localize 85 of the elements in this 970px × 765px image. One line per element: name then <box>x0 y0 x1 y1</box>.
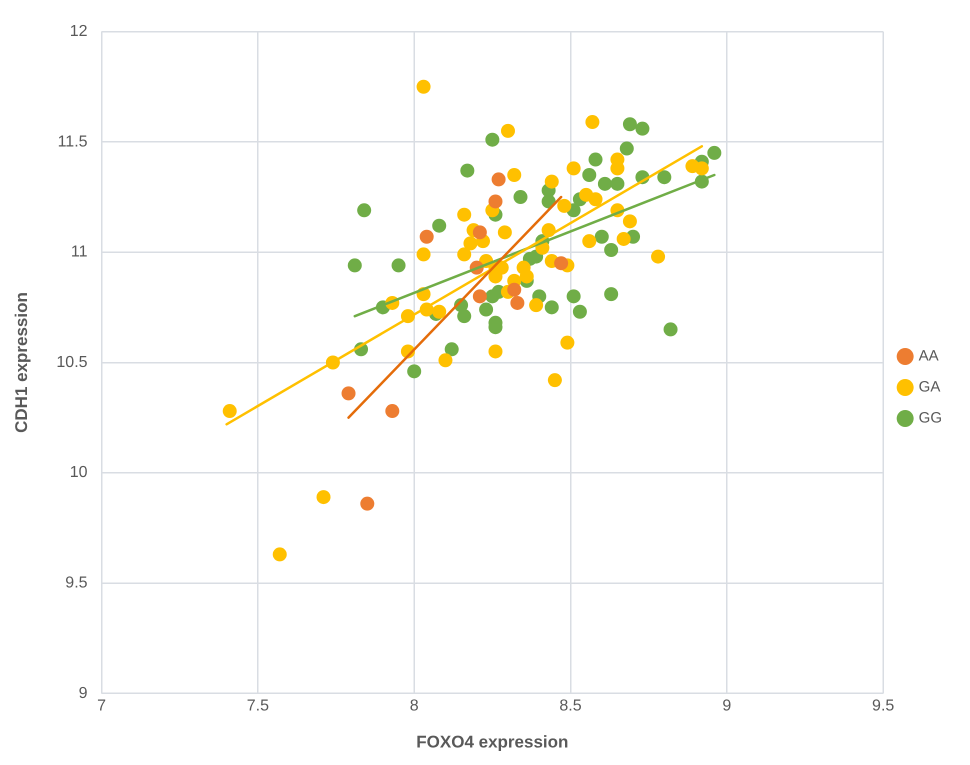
x-tick-label: 7 <box>97 697 106 714</box>
point <box>622 117 637 132</box>
point <box>457 309 472 324</box>
point <box>432 304 446 319</box>
point <box>342 386 356 400</box>
point <box>594 230 609 244</box>
y-tick-label: 10 <box>70 464 88 482</box>
point <box>457 208 472 222</box>
point <box>385 404 400 418</box>
y-tick-label: 11.5 <box>58 133 88 150</box>
point <box>566 289 581 304</box>
point <box>707 146 722 160</box>
point <box>664 322 678 336</box>
point <box>444 342 459 356</box>
point <box>585 115 600 130</box>
point <box>488 194 502 208</box>
point <box>492 172 506 186</box>
point <box>416 80 431 94</box>
point <box>598 176 612 191</box>
point <box>529 298 544 312</box>
point <box>616 232 631 246</box>
legend-label: GG <box>918 410 942 427</box>
point <box>651 250 666 264</box>
point <box>520 269 534 284</box>
point <box>507 282 522 297</box>
y-axis-title: CDH1 expression <box>12 292 31 433</box>
point <box>472 289 487 304</box>
point <box>316 490 331 504</box>
point <box>432 218 446 233</box>
point <box>622 214 637 228</box>
x-tick-label: 8.5 <box>559 697 582 714</box>
point <box>463 236 478 250</box>
point <box>392 258 406 272</box>
point <box>557 198 572 213</box>
point <box>500 124 515 138</box>
point <box>479 302 494 317</box>
point <box>438 353 452 368</box>
x-axis-title: FOXO4 expression <box>416 732 568 752</box>
point <box>582 168 596 182</box>
y-tick-label: 10.5 <box>56 354 88 371</box>
point <box>222 404 237 418</box>
point <box>510 296 524 310</box>
y-tick-label: 11 <box>70 244 88 261</box>
point <box>485 132 500 147</box>
point <box>635 122 650 136</box>
point <box>566 161 581 176</box>
point <box>544 174 559 189</box>
point <box>360 496 374 511</box>
point <box>498 225 512 240</box>
x-tick-label: 9.5 <box>872 697 894 714</box>
point <box>588 152 603 167</box>
y-tick-label: 12 <box>70 23 88 40</box>
point <box>457 247 472 262</box>
point <box>420 230 434 244</box>
point <box>513 190 528 204</box>
point <box>657 170 672 184</box>
point <box>572 304 587 319</box>
x-tick-label: 9 <box>722 697 732 714</box>
x-tick-label: 7.5 <box>246 697 270 714</box>
point <box>554 256 568 270</box>
point <box>604 242 618 257</box>
point <box>472 225 487 240</box>
point <box>416 247 431 262</box>
point <box>488 344 502 358</box>
point <box>588 192 603 206</box>
point <box>548 373 562 388</box>
point <box>604 287 618 302</box>
y-tick-label: 9.5 <box>65 574 88 592</box>
legend-label: GA <box>918 378 940 396</box>
point <box>407 364 422 378</box>
point <box>357 203 372 218</box>
point <box>348 258 362 272</box>
y-tick-label: 9 <box>78 684 88 702</box>
point <box>694 161 709 176</box>
point <box>272 547 287 562</box>
point <box>560 336 574 350</box>
point <box>620 142 634 156</box>
point <box>507 168 522 182</box>
point <box>460 164 474 178</box>
point <box>610 176 624 191</box>
point <box>582 234 596 248</box>
point <box>485 289 500 304</box>
x-tick-label: 8 <box>410 697 419 714</box>
legend-label: AA <box>918 348 939 365</box>
point <box>544 300 559 314</box>
